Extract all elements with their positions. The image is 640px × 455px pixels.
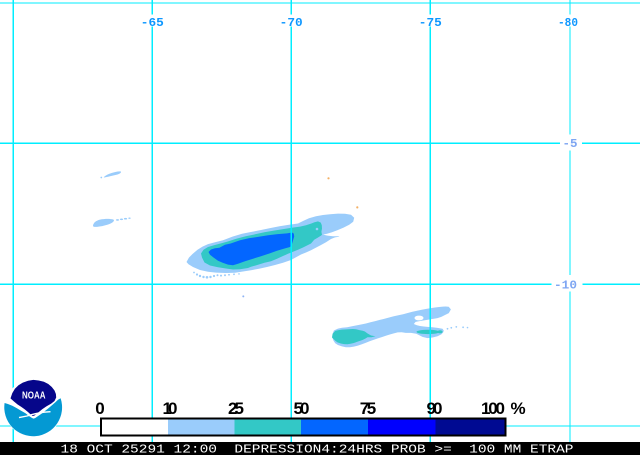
svg-text:90: 90 [427, 399, 443, 418]
svg-text:0: 0 [95, 399, 104, 418]
svg-text:-5: -5 [563, 137, 578, 151]
svg-text:18 OCT 25291 12:00 DEPRESSION: 18 OCT 25291 12:00 DEPRESSION4:24HRS PRO… [61, 443, 574, 455]
svg-text:-75: -75 [419, 16, 442, 30]
svg-text:-70: -70 [280, 16, 303, 30]
svg-text:-80: -80 [558, 16, 578, 30]
svg-text:100: 100 [481, 399, 505, 418]
svg-text:NOAA: NOAA [22, 390, 46, 401]
svg-text:%: % [510, 399, 525, 418]
svg-text:10: 10 [163, 399, 178, 418]
svg-text:25: 25 [228, 399, 244, 418]
svg-text:-65: -65 [141, 16, 164, 30]
svg-text:75: 75 [360, 399, 377, 418]
svg-text:-10: -10 [554, 279, 577, 293]
svg-text:50: 50 [294, 399, 310, 418]
